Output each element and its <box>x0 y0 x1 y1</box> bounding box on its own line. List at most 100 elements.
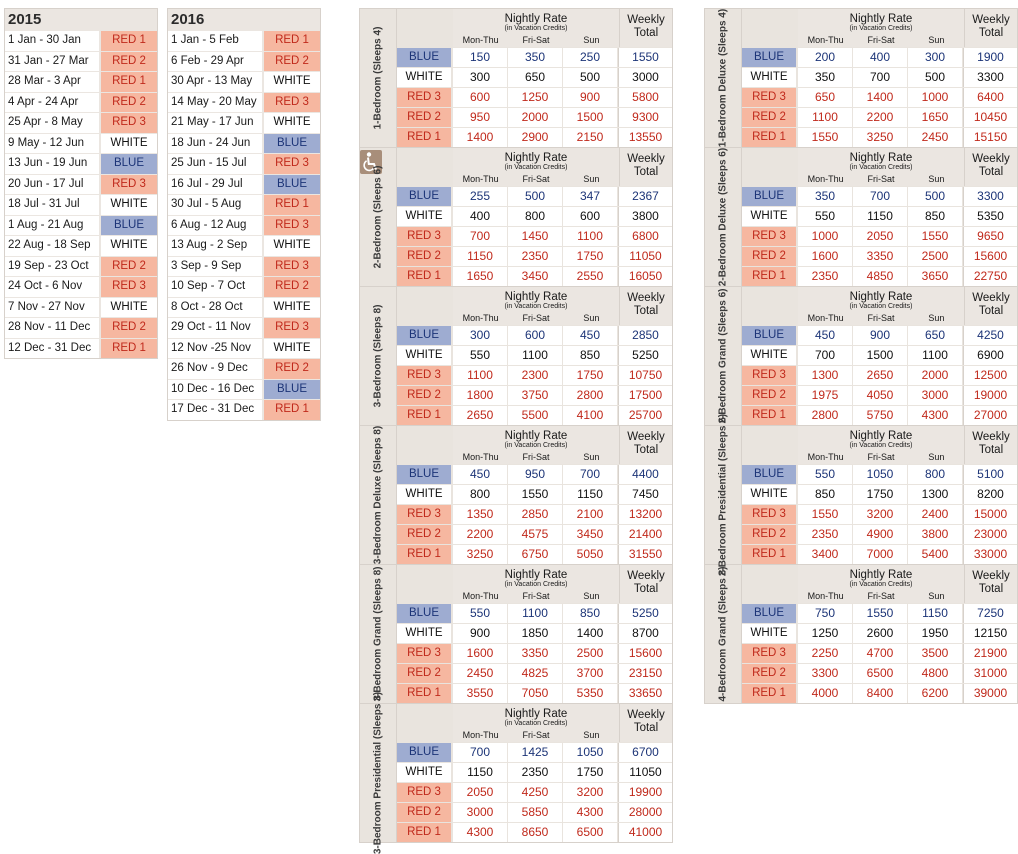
rate-row: WHITE 300 650 500 3000 <box>397 67 672 87</box>
nightly-rate-cell: 2650 <box>853 366 907 385</box>
header-spacer <box>742 287 798 325</box>
season-row: 7 Nov - 27 Nov WHITE <box>5 296 157 317</box>
nightly-rate-cell: 300 <box>908 48 962 67</box>
weekly-total-header: Weekly Total <box>619 565 672 603</box>
unit-label: 2-Bedroom Grand (Sleeps 6) <box>717 288 729 424</box>
unit-label: 3-Bedroom (Sleeps 8) <box>372 304 384 408</box>
nightly-rate-cell: 4300 <box>908 406 962 425</box>
season-label: RED 1 <box>742 406 796 425</box>
rate-header: Nightly Rate (in Vacation Credits) Mon-Thu… <box>397 704 672 742</box>
season-row: 19 Sep - 23 Oct RED 2 <box>5 255 157 276</box>
season-row: 29 Oct - 11 Nov RED 3 <box>168 317 320 338</box>
nightly-rate-cell: 2050 <box>853 227 907 246</box>
vacation-credits-note: (in Vacation Credits) <box>504 303 568 310</box>
nightly-rate-cell: 4000 <box>798 684 852 703</box>
season-label: RED 3 <box>397 644 451 663</box>
rate-row: RED 2 1100 2200 1650 10450 <box>742 107 1017 127</box>
rate-row: WHITE 850 1750 1300 8200 <box>742 484 1017 504</box>
nightly-rate-cell: 500 <box>563 68 617 87</box>
season-label: RED 2 <box>742 247 796 266</box>
nightly-rate-cell: 350 <box>798 68 852 87</box>
season-color-label: RED 1 <box>264 400 320 420</box>
nightly-rate-cell: 3300 <box>798 664 852 683</box>
nightly-rate-cell: 2350 <box>508 247 562 266</box>
rate-header: Nightly Rate (in Vacation Credits) Mon-Thu… <box>397 565 672 603</box>
season-color-label: BLUE <box>264 174 320 194</box>
weekly-total-cell: 12500 <box>963 366 1017 385</box>
season-label: BLUE <box>397 743 451 762</box>
unit-label: 1-Bedroom (Sleeps 4) <box>372 26 384 130</box>
day-column-label: Mon-Thu <box>462 174 499 184</box>
weekly-total-cell: 16050 <box>618 267 672 286</box>
vacation-credits-note: (in Vacation Credits) <box>849 303 913 310</box>
season-label: BLUE <box>742 187 796 206</box>
season-color-label: BLUE <box>264 133 320 153</box>
weekly-total-cell: 11050 <box>618 247 672 266</box>
weekly-total-cell: 6900 <box>963 346 1017 365</box>
nightly-rate-cell: 1150 <box>453 763 507 782</box>
season-color-label: BLUE <box>264 379 320 399</box>
day-columns: Mon-Thu Fri-Sat Sun <box>798 173 964 185</box>
day-column-label: Fri-Sat <box>867 35 895 45</box>
nightly-rate-cell: 900 <box>853 326 907 345</box>
unit-label-cell: 1-Bedroom (Sleeps 4) <box>360 9 397 147</box>
nightly-rate-header: Nightly Rate (in Vacation Credits) Mon-Thu… <box>453 148 619 186</box>
season-label: RED 1 <box>742 684 796 703</box>
nightly-rate-cell: 850 <box>563 346 617 365</box>
nightly-rate-cell: 1800 <box>453 386 507 405</box>
rate-row: RED 1 3250 6750 5050 31550 <box>397 544 672 564</box>
season-color-label: WHITE <box>101 195 157 215</box>
nightly-rate-cell: 1000 <box>908 88 962 107</box>
weekly-total-cell: 3000 <box>618 68 672 87</box>
nightly-rate-cell: 4700 <box>853 644 907 663</box>
season-dates: 18 Jul - 31 Jul <box>5 195 99 215</box>
season-color-label: RED 1 <box>264 31 320 51</box>
weekly-total-cell: 5800 <box>618 88 672 107</box>
rate-row: BLUE 200 400 300 1900 <box>742 47 1017 67</box>
nightly-rate-cell: 5050 <box>563 545 617 564</box>
season-row: 16 Jul - 29 Jul BLUE <box>168 173 320 194</box>
unit-label-cell: 3-Bedroom Grand (Sleeps 8) <box>360 565 397 703</box>
day-column-label: Fri-Sat <box>522 730 550 740</box>
weekly-total-cell: 3800 <box>618 207 672 226</box>
total-label: Total <box>978 583 1004 595</box>
nightly-rate-cell: 1150 <box>853 207 907 226</box>
nightly-rate-cell: 500 <box>908 187 962 206</box>
nightly-rate-title: Nightly Rate <box>849 569 913 581</box>
vacation-credits-note: (in Vacation Credits) <box>504 442 568 449</box>
rate-row: BLUE 255 500 347 2367 <box>397 186 672 206</box>
nightly-rate-cell: 800 <box>908 465 962 484</box>
season-label: RED 1 <box>397 406 451 425</box>
rate-row: RED 2 2200 4575 3450 21400 <box>397 524 672 544</box>
weekly-total-cell: 5100 <box>963 465 1017 484</box>
day-column-label: Fri-Sat <box>522 452 550 462</box>
rate-row: BLUE 300 600 450 2850 <box>397 325 672 345</box>
weekly-total-header: Weekly Total <box>964 426 1017 464</box>
rate-row: RED 1 1400 2900 2150 13550 <box>397 127 672 147</box>
nightly-rate-cell: 1400 <box>563 624 617 643</box>
season-dates: 1 Jan - 30 Jan <box>5 31 99 51</box>
season-color-label: BLUE <box>101 215 157 235</box>
weekly-label: Weekly <box>627 153 665 165</box>
season-dates: 31 Jan - 27 Mar <box>5 51 99 71</box>
season-label: RED 2 <box>742 386 796 405</box>
season-label: RED 3 <box>742 505 796 524</box>
day-column-label: Mon-Thu <box>807 591 844 601</box>
weekly-total-cell: 33000 <box>963 545 1017 564</box>
rate-row: RED 3 650 1400 1000 6400 <box>742 87 1017 107</box>
nightly-rate-cell: 8400 <box>853 684 907 703</box>
season-row: 12 Nov -25 Nov WHITE <box>168 337 320 358</box>
nightly-rate-cell: 500 <box>908 68 962 87</box>
unit-rate-block: 2-Bedroom (Sleeps 6) Nightly Rate (in Vaca… <box>360 147 672 286</box>
nightly-rate-cell: 600 <box>563 207 617 226</box>
rate-row: RED 1 2650 5500 4100 25700 <box>397 405 672 425</box>
nightly-rate-cell: 3250 <box>453 545 507 564</box>
season-dates: 10 Dec - 16 Dec <box>168 379 262 399</box>
nightly-rate-cell: 1100 <box>563 227 617 246</box>
unit-label: 1-Bedroom Deluxe (Sleeps 4) <box>717 8 729 148</box>
nightly-rate-cell: 1500 <box>853 346 907 365</box>
header-spacer <box>397 565 453 603</box>
nightly-rate-cell: 4900 <box>853 525 907 544</box>
rate-row: RED 3 1600 3350 2500 15600 <box>397 643 672 663</box>
nightly-rate-cell: 1600 <box>453 644 507 663</box>
